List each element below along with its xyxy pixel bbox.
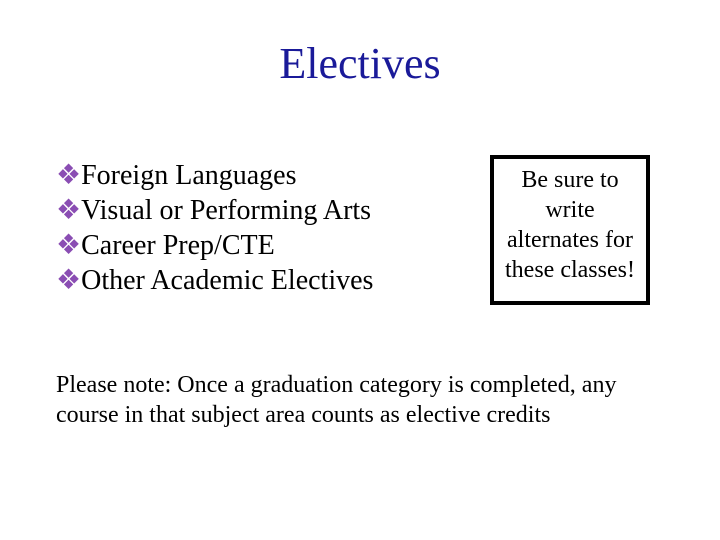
diamond-bullet-icon: ❖ [56,193,81,228]
list-item: ❖ Other Academic Electives [56,263,436,298]
diamond-bullet-icon: ❖ [56,228,81,263]
list-item: ❖Foreign Languages [56,158,436,193]
bullet-text: Career Prep/CTE [81,228,436,263]
bullet-list: ❖Foreign Languages ❖ Visual or Performin… [56,158,436,298]
footnote-text: Please note: Once a graduation category … [56,370,676,430]
list-item: ❖Career Prep/CTE [56,228,436,263]
bullet-text: Other Academic Electives [81,263,436,298]
slide-title: Electives [0,38,720,89]
bullet-text: Visual or Performing Arts [81,193,436,228]
bullet-text: Foreign Languages [81,158,436,193]
callout-box: Be sure to write alternates for these cl… [490,155,650,305]
list-item: ❖ Visual or Performing Arts [56,193,436,228]
diamond-bullet-icon: ❖ [56,158,81,193]
diamond-bullet-icon: ❖ [56,263,81,298]
